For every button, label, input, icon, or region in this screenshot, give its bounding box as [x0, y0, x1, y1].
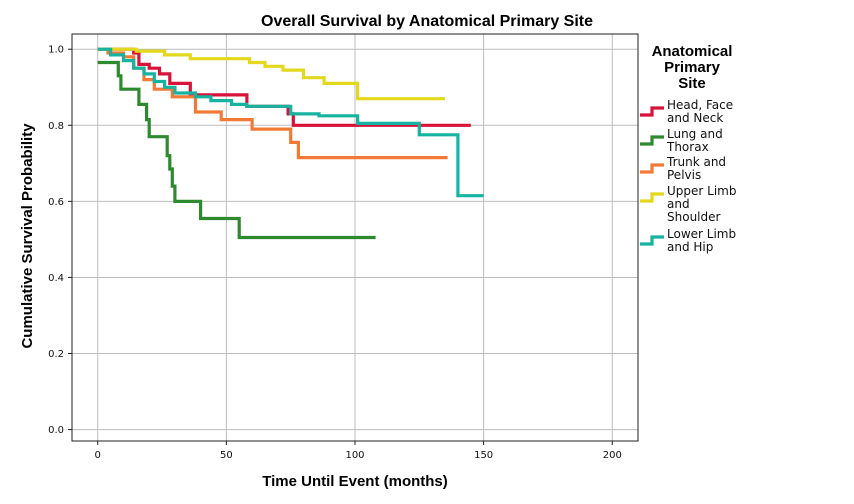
y-tick-label: 0.4: [48, 273, 64, 284]
x-tick-label: 100: [345, 450, 364, 461]
legend-label: Thorax: [666, 140, 709, 154]
legend-swatch: [640, 106, 664, 117]
series-line-lung-and-thorax: [97, 60, 376, 240]
legend-swatch: [640, 235, 664, 246]
legend-swatch: [640, 192, 664, 203]
chart-title: Overall Survival by Anatomical Primary S…: [261, 13, 593, 30]
x-tick-label: 200: [603, 450, 622, 461]
legend-label: and Neck: [667, 111, 723, 125]
x-tick-label: 150: [474, 450, 493, 461]
y-axis-title: Cumulative Survival Probability: [19, 123, 36, 349]
legend-label: Lung and: [667, 127, 723, 141]
legend-label: Pelvis: [667, 168, 701, 182]
survival-curves: [97, 47, 484, 240]
legend-title-line: Site: [678, 75, 706, 92]
legend-swatch: [640, 163, 664, 174]
x-tick-label: 50: [220, 450, 233, 461]
axis-ticks: 0 50 100 150 200 0.0 0.2 0.4 0.6 0.8 1.0: [48, 45, 622, 461]
x-axis-title: Time Until Event (months): [262, 473, 448, 490]
series-line-upper-limb-and-shoulder: [97, 47, 445, 101]
y-tick-label: 0.6: [48, 197, 64, 208]
y-tick-label: 0.8: [48, 121, 64, 132]
y-tick-label: 0.2: [48, 349, 64, 360]
legend-title-line: Primary: [664, 59, 721, 76]
legend-label: and: [667, 197, 690, 211]
legend-label: Lower Limb: [667, 227, 736, 241]
y-tick-label: 1.0: [48, 45, 64, 56]
legend-label: Head, Face: [667, 98, 733, 112]
legend-label: and Hip: [667, 240, 713, 254]
series-line-lower-limb-and-hip: [97, 47, 484, 198]
legend-swatch: [640, 135, 664, 146]
y-tick-label: 0.0: [48, 425, 64, 436]
legend-title-line: Anatomical: [652, 43, 733, 60]
x-tick-label: 0: [95, 450, 101, 461]
legend-label: Upper Limb: [667, 184, 736, 198]
legend-label: Trunk and: [666, 155, 726, 169]
legend-label: Shoulder: [667, 210, 721, 224]
series-line-head-face-and-neck: [97, 47, 471, 127]
